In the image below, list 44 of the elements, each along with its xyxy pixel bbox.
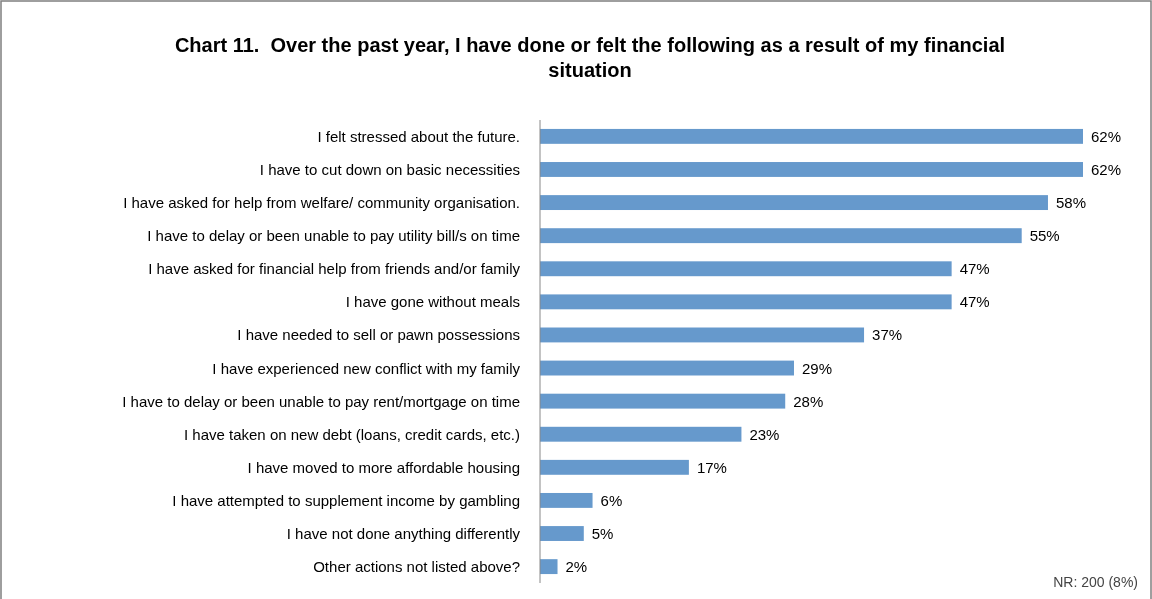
y-tick-label: I have needed to sell or pawn possessions [237,326,520,344]
bar [540,228,1022,244]
y-tick-label: I have gone without meals [345,293,520,311]
y-tick-label: I have experienced new conflict with my family [212,359,521,377]
y-tick-label: Other actions not listed above? [313,558,520,576]
data-label: 5% [591,525,614,543]
data-label: 6% [600,491,623,509]
data-label: 62% [1091,127,1122,145]
data-label: 2% [565,558,588,576]
y-tick-label: I have to delay or been unable to pay utility bill/s on time [147,227,520,245]
bar [540,162,1083,177]
data-label: 23% [749,425,780,443]
bar [540,459,689,475]
chart-title: Chart 11. Over the past year, I have done or felt the following as a result of my financial situation [174,34,1006,81]
bar [540,559,558,575]
y-tick-label: I have asked for financial help from friends and/or family [148,260,521,278]
data-label: 58% [1055,194,1086,212]
bar [540,393,786,409]
bar [540,128,1083,144]
annotation: NR: 200 (8%) [1053,574,1138,590]
data-label: 28% [793,392,824,410]
y-tick-label: I have attempted to supplement income by gambling [172,491,520,509]
y-tick-label: I have to cut down on basic necessities [259,160,520,178]
data-label: 47% [959,260,990,278]
bar [540,492,593,508]
bar [540,526,584,541]
data-label: 17% [696,458,727,476]
bar [540,327,865,343]
data-label: 37% [872,326,903,344]
y-tick-label: I have asked for help from welfare/ community organisation. [123,194,520,212]
y-tick-label: I have to delay or been unable to pay rent/mortgage on time [122,392,520,410]
y-tick-label: I have taken on new debt (loans, credit cards, etc.) [183,425,520,443]
bar [540,195,1048,211]
data-label: 47% [959,293,990,311]
data-label: 55% [1029,227,1060,245]
y-tick-label: I have not done anything differently [286,525,521,543]
y-tick-label: I felt stressed about the future. [317,127,520,145]
y-tick-label: I have moved to more affordable housing [247,458,520,476]
bar [540,261,952,277]
data-label: 62% [1091,160,1122,178]
bar [540,426,742,442]
bar [540,294,952,310]
data-label: 29% [801,359,833,377]
bar [540,360,794,376]
